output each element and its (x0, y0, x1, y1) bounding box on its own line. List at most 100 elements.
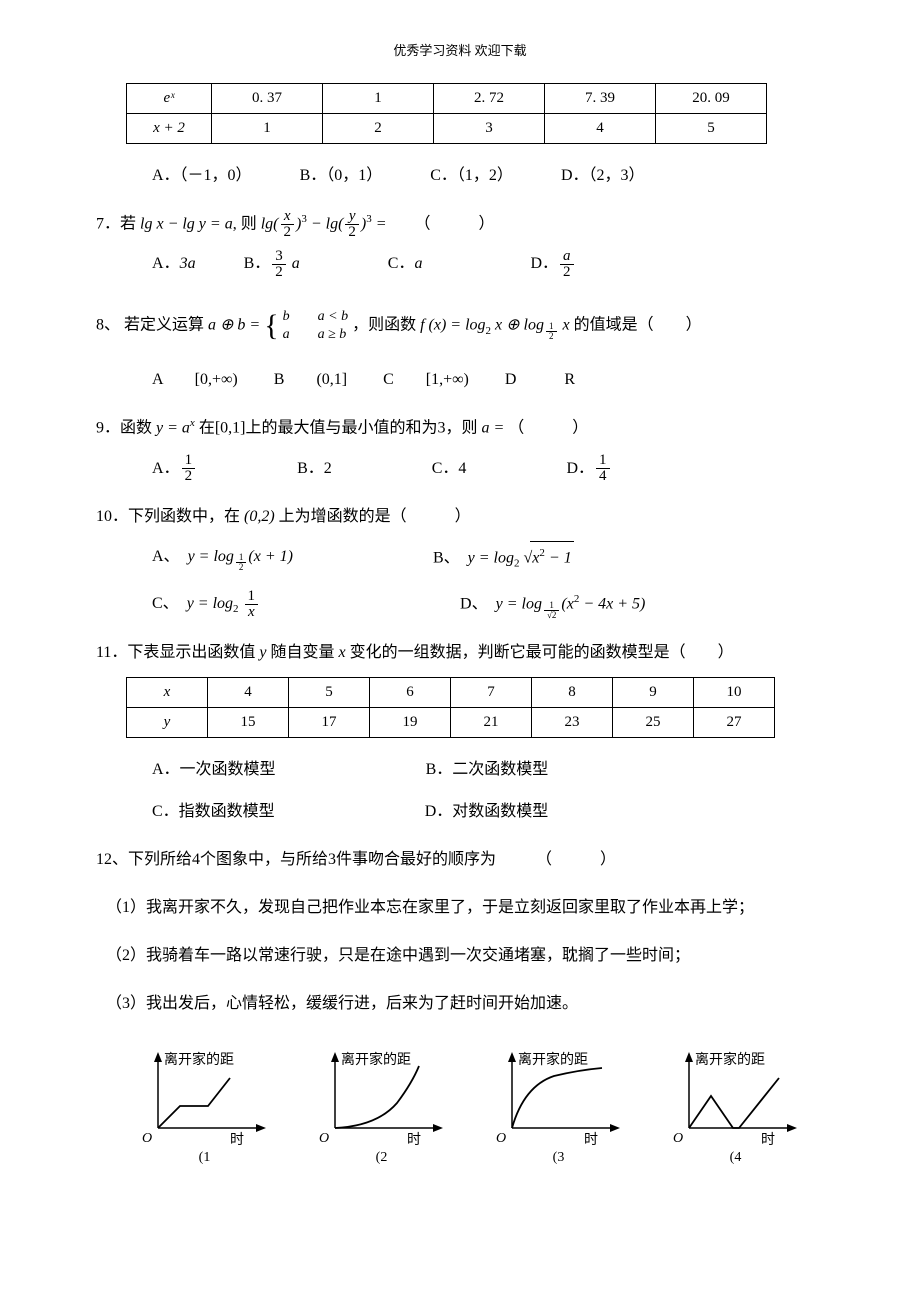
q7-opt-d: D．a2 (530, 248, 575, 280)
q11-table: x45678910 y15171921232527 (126, 677, 775, 738)
svg-text:离开家的距: 离开家的距 (341, 1051, 411, 1068)
table-cell: 4 (208, 677, 289, 707)
q7-prefix: 7．若 (96, 215, 136, 232)
q11-opt-b: B．二次函数模型 (426, 754, 549, 786)
q9-s1: 9．函数 (96, 420, 152, 437)
svg-text:时: 时 (761, 1132, 775, 1148)
q10-s2: 上为增函数的是（ ） (279, 508, 471, 525)
table-cell: 2. 72 (434, 84, 545, 114)
svg-text:O: O (142, 1131, 152, 1146)
q11-options: A．一次函数模型 B．二次函数模型 C．指数函数模型 D．对数函数模型 (152, 754, 824, 828)
q11-opt-c: C．指数函数模型 (152, 796, 275, 828)
q6-opt-b: B．（0，1） (300, 160, 383, 192)
q6-opt-c: C．（1，2） (430, 160, 513, 192)
q9-opt-a: A．12 (152, 453, 197, 485)
q6-opt-d: D．（2，3） (561, 160, 645, 192)
q11-s3: 变化的一组数据，判断它最可能的函数模型是（ ） (350, 644, 734, 661)
table-cell: 20. 09 (656, 84, 767, 114)
q9-stem: 9．函数 y = ax 在[0,1]上的最大值与最小值的和为3，则 a = （ … (96, 412, 824, 444)
q10-opt-c: C、 y = log2 1x (152, 588, 260, 621)
table-cell: 5 (656, 114, 767, 144)
q12-p2: （2）我骑着车一路以常速行驶，只是在途中遇到一次交通堵塞，耽搁了一些时间； (106, 940, 824, 972)
q11-stem: 11．下表显示出函数值 y 随自变量 x 变化的一组数据，判断它最可能的函数模型… (96, 637, 824, 669)
q8-s3: 的值域是（ ） (574, 317, 702, 334)
q10-options: A、 y = log12(x + 1) B、 y = log2 √x2 − 1 … (152, 541, 824, 621)
table-cell: 25 (613, 707, 694, 737)
q8-opt-c: C [1,+∞) (383, 364, 469, 396)
table-cell: 7. 39 (545, 84, 656, 114)
table-cell: eˣ (127, 84, 212, 114)
table-cell: 19 (370, 707, 451, 737)
graph-4-label: (4 (661, 1150, 811, 1166)
svg-text:时: 时 (407, 1132, 421, 1148)
table-cell: 21 (451, 707, 532, 737)
table-cell: x + 2 (127, 114, 212, 144)
graph-4: 离开家的距 O 时 (4 (661, 1048, 811, 1166)
q9-s3: （ ） (508, 420, 588, 437)
q9-opt-b: B．2 (297, 453, 332, 485)
q12-p3: （3）我出发后，心情轻松，缓缓行进，后来为了赶时间开始加速。 (106, 988, 824, 1020)
q12-p1: （1）我离开家不久，发现自己把作业本忘在家里了，于是立刻返回家里取了作业本再上学… (106, 892, 824, 924)
graph-1: 离开家的距O时 (1 (130, 1048, 280, 1166)
q8-s2: ，则函数 (352, 317, 416, 334)
q7-stem: 7．若 lg x − lg y = a, 则 lg(x2)3 − lg(y2)3… (96, 208, 824, 240)
q7-opt-b: B．32 a (244, 248, 300, 280)
svg-text:离开家的距: 离开家的距 (518, 1051, 588, 1068)
q11-s1: 11．下表显示出函数值 (96, 644, 259, 661)
svg-text:时: 时 (584, 1132, 598, 1148)
q8-s1: 8、 若定义运算 (96, 317, 204, 334)
table-cell: 17 (289, 707, 370, 737)
q9-s2: 在[0,1]上的最大值与最小值的和为3，则 (199, 420, 478, 437)
q9-opt-d: D．14 (566, 453, 611, 485)
q8-opt-d: D R (505, 364, 575, 396)
q9-options: A．12 B．2 C．4 D．14 (152, 453, 824, 485)
table-cell: 7 (451, 677, 532, 707)
table-cell: 9 (613, 677, 694, 707)
table-cell: 0. 37 (212, 84, 323, 114)
q10-opt-d: D、 y = log1√2(x2 − 4x + 5) (460, 588, 645, 621)
q8-opt-a: A [0,+∞) (152, 364, 238, 396)
svg-text:离开家的距: 离开家的距 (695, 1051, 765, 1068)
table-cell: 6 (370, 677, 451, 707)
table-cell: 8 (532, 677, 613, 707)
graph-2: 离开家的距 O 时 (2 (307, 1048, 457, 1166)
table-cell: 23 (532, 707, 613, 737)
svg-text:离开家的距: 离开家的距 (164, 1051, 234, 1068)
q10-opt-b: B、 y = log2 √x2 − 1 (433, 541, 574, 575)
table-cell: x (127, 677, 208, 707)
q10-opt-a: A、 y = log12(x + 1) (152, 541, 293, 575)
q9-opt-c: C．4 (432, 453, 467, 485)
svg-text:O: O (496, 1131, 506, 1146)
graph-3-label: (3 (484, 1150, 634, 1166)
table-cell: 10 (694, 677, 775, 707)
q11-opt-a: A．一次函数模型 (152, 754, 276, 786)
table-cell: 27 (694, 707, 775, 737)
graph-1-label: (1 (130, 1150, 280, 1166)
table-cell: 2 (323, 114, 434, 144)
q8-options: A [0,+∞) B (0,1] C [1,+∞) D R (152, 364, 824, 396)
graph-2-label: (2 (307, 1150, 457, 1166)
svg-text:O: O (319, 1131, 329, 1146)
q10-s1: 10．下列函数中，在 (96, 508, 240, 525)
svg-text:O: O (673, 1131, 683, 1146)
table-cell: 15 (208, 707, 289, 737)
q7-mid: , 则 (233, 215, 257, 232)
table-cell: 3 (434, 114, 545, 144)
q12-graphs: 离开家的距 O 时 (1 离开家的距 O 时 (2 离开家的距 O 时 (3 离开家的距 O 时… (116, 1048, 824, 1166)
q8-stem: 8、 若定义运算 a ⊕ b = { b a < b a a ≥ b ，则函数 … (96, 296, 824, 356)
q7-opt-a: A．3a (152, 248, 196, 280)
page-header: 优秀学习资料 欢迎下载 (96, 40, 824, 59)
q6-table: eˣ0. 3712. 727. 3920. 09x + 212345 (126, 83, 767, 144)
q6-options: A．（－1，0） B．（0，1） C．（1，2） D．（2，3） (152, 160, 824, 192)
q11-opt-d: D．对数函数模型 (425, 796, 549, 828)
table-cell: 1 (212, 114, 323, 144)
q11-s2: 随自变量 (271, 644, 339, 661)
graph-3: 离开家的距 O 时 (3 (484, 1048, 634, 1166)
q7-options: A．3a B．32 a C．a D．a2 (152, 248, 824, 280)
q12-stem: 12、下列所给4个图象中，与所给3件事吻合最好的顺序为 （ ） (96, 844, 824, 876)
q7-blank: （ ） (423, 215, 495, 232)
q8-opt-b: B (0,1] (274, 364, 347, 396)
table-cell: y (127, 707, 208, 737)
table-cell: 5 (289, 677, 370, 707)
q7-opt-c: C．a (388, 248, 423, 280)
